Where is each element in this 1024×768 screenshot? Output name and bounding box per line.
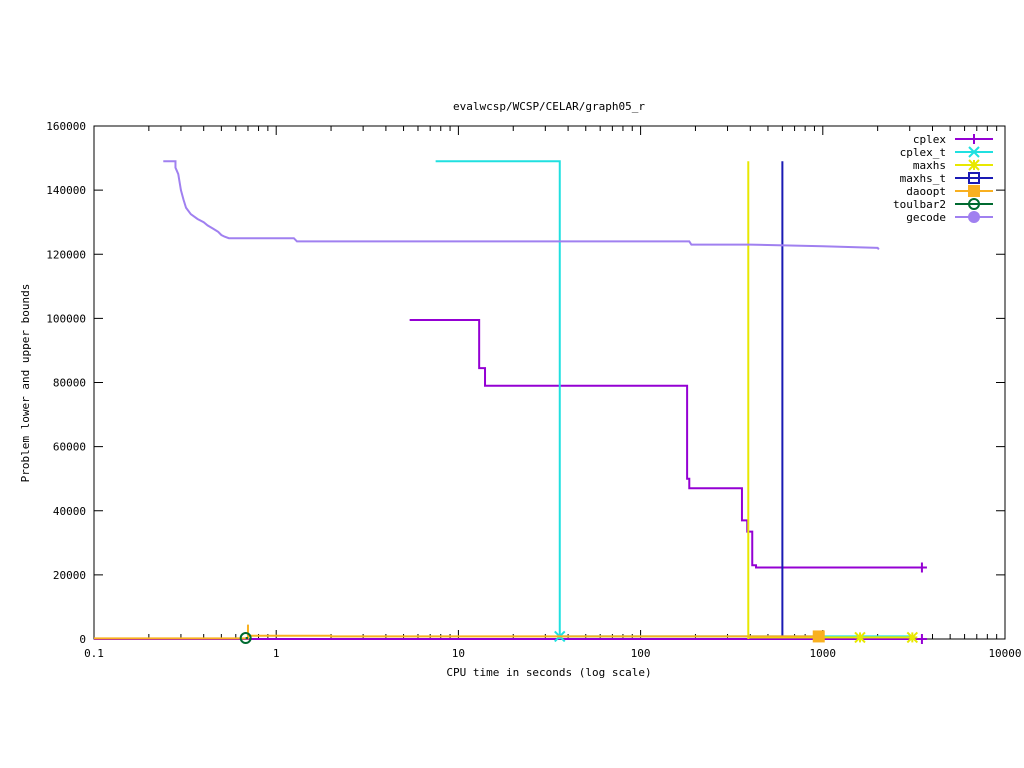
x-tick-label: 10: [452, 647, 465, 660]
series-layer: [94, 160, 927, 645]
series-gecode: [163, 160, 880, 251]
legend-label: cplex: [913, 133, 946, 146]
y-tick-label: 40000: [53, 505, 86, 518]
series-marker: [968, 172, 980, 184]
x-tick-label: 1000: [810, 647, 837, 660]
series-upper-bound-line: [435, 160, 561, 639]
legend-label: gecode: [906, 211, 946, 224]
grid-and-ticks: 0.1 1 10 100 1000 100000200004000060000800001…: [46, 120, 1021, 660]
series-marker: [916, 562, 927, 573]
series-marker: [969, 134, 979, 144]
series-upper-bound-line: [94, 624, 819, 640]
chart-title: evalwcsp/WCSP/CELAR/graph05_r: [453, 100, 645, 113]
series-marker: [854, 631, 866, 644]
series-marker: [968, 159, 980, 171]
x-tick-label: 1: [273, 647, 280, 660]
series-marker: [968, 185, 980, 197]
y-tick-label: 160000: [46, 120, 86, 133]
series-upper-bound-line: [409, 318, 922, 569]
series-marker: [968, 146, 980, 158]
x-axis-label: CPU time in seconds (log scale): [446, 666, 651, 679]
legend-label: daoopt: [906, 185, 946, 198]
series-marker: [812, 630, 825, 643]
legend: cplexcplex_tmaxhsmaxhs_tdaoopttoulbar2ge…: [893, 133, 993, 224]
series-toulbar2: [239, 632, 252, 645]
y-tick-label: 100000: [46, 312, 86, 325]
y-tick-label: 140000: [46, 184, 86, 197]
x-tick-label: 100: [631, 647, 651, 660]
legend-label: maxhs: [913, 159, 946, 172]
series-marker: [916, 634, 927, 644]
y-tick-label: 60000: [53, 441, 86, 454]
legend-label: cplex_t: [900, 146, 946, 159]
series-marker: [968, 198, 980, 210]
series-maxhs: [747, 161, 919, 644]
x-tick-label: 10000: [988, 647, 1021, 660]
series-upper-bound-line: [163, 160, 880, 251]
series-marker: [239, 632, 252, 645]
x-tick-label: 0.1: [84, 647, 104, 660]
y-axis-label: Problem lower and upper bounds: [19, 284, 32, 483]
y-tick-label: 20000: [53, 569, 86, 582]
y-tick-label: 120000: [46, 248, 86, 261]
legend-label: maxhs_t: [900, 172, 946, 185]
series-marker: [906, 631, 919, 644]
series-cplex_t: [435, 160, 910, 643]
y-tick-label: 0: [79, 633, 86, 646]
series-marker: [968, 211, 980, 223]
plot-frame: [93, 125, 1006, 640]
series-cplex: [94, 318, 927, 644]
legend-label: toulbar2: [893, 198, 946, 211]
y-tick-label: 80000: [53, 377, 86, 390]
